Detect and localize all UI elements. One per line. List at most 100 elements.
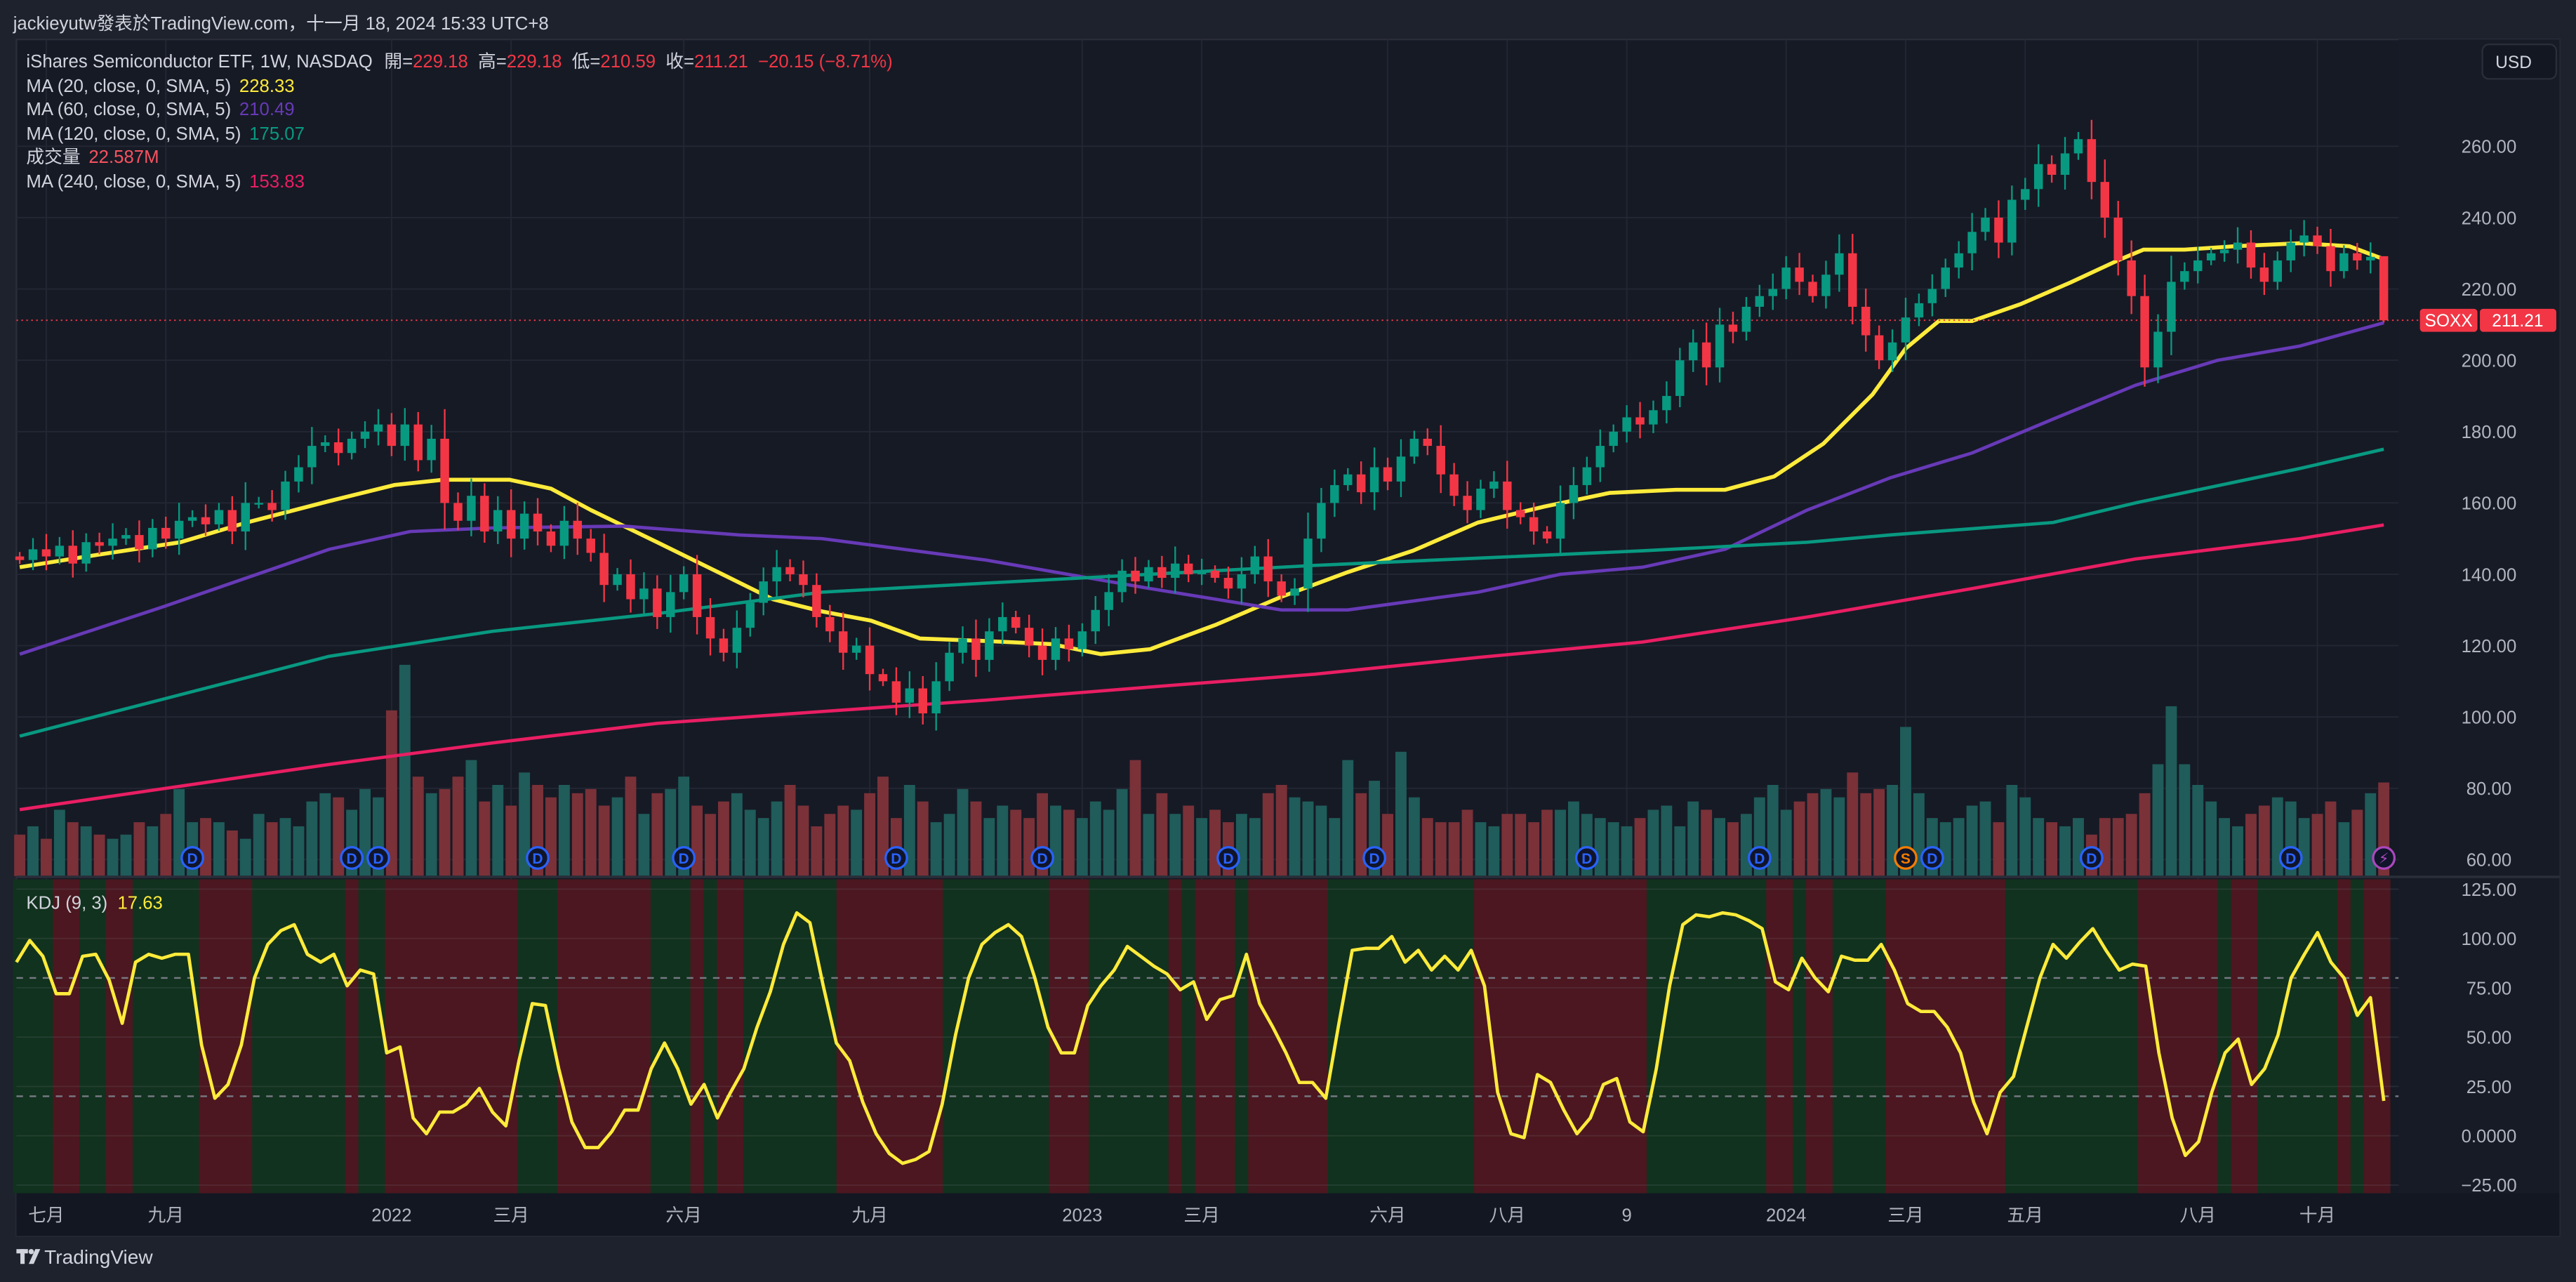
- volume-bar: [1727, 822, 1739, 876]
- candle-body: [1595, 446, 1605, 468]
- time-tick-label: 2024: [1766, 1205, 1806, 1225]
- dividend-marker-circle: [672, 846, 696, 870]
- candle-body: [1848, 253, 1857, 307]
- candle-body: [799, 574, 808, 586]
- candle-body: [121, 535, 131, 539]
- dividend-marker[interactable]: D: [2080, 846, 2104, 870]
- dividend-marker-circle: [1362, 846, 1386, 870]
- dividend-marker-label: D: [1754, 851, 1765, 867]
- candle-body: [2180, 271, 2189, 282]
- volume-bar: [293, 826, 305, 876]
- candle-body: [108, 538, 117, 546]
- volume-bar: [226, 830, 238, 876]
- candle-body: [1768, 289, 1777, 296]
- volume-bar: [1143, 814, 1155, 876]
- candle: [519, 501, 529, 550]
- candle: [785, 559, 795, 582]
- volume-bar: [2006, 784, 2018, 876]
- candle: [1795, 253, 1804, 296]
- dividend-marker[interactable]: D: [1574, 846, 1599, 870]
- candle: [878, 668, 888, 687]
- candle-body: [281, 481, 290, 510]
- candle-body: [1887, 342, 1897, 361]
- candle-body: [2021, 189, 2030, 200]
- candle-body: [1967, 232, 1977, 253]
- volume-bar: [1329, 818, 1341, 876]
- time-axis[interactable]: [16, 1193, 2560, 1236]
- volume-bar: [266, 822, 278, 876]
- indicator-value: 175.07: [249, 124, 305, 144]
- candle: [719, 628, 729, 662]
- candle: [506, 489, 516, 557]
- volume-bar: [1235, 814, 1247, 876]
- volume-bar: [2205, 801, 2217, 876]
- dividend-marker[interactable]: D: [884, 846, 908, 870]
- candle: [267, 490, 277, 522]
- dividend-marker[interactable]: D: [672, 846, 696, 870]
- dividend-marker[interactable]: D: [1920, 846, 1944, 870]
- candle-body: [1077, 631, 1087, 649]
- dividend-marker[interactable]: D: [526, 846, 550, 870]
- dividend-marker[interactable]: D: [1747, 846, 1772, 870]
- indicator-legend: MA (20, close, 0, SMA, 5) 228.33 MA (60, c…: [26, 77, 304, 192]
- price-axis[interactable]: [2398, 39, 2560, 1194]
- dividend-marker[interactable]: D: [1362, 846, 1386, 870]
- dividend-marker-circle: [1030, 846, 1054, 870]
- dividend-marker[interactable]: D: [2278, 846, 2303, 870]
- grid-lines: [16, 39, 2399, 1194]
- candle-body: [1409, 438, 1419, 457]
- price-tick-label: 140.00: [2462, 565, 2517, 585]
- candle: [1024, 614, 1034, 658]
- candle: [825, 604, 835, 642]
- candle-body: [573, 520, 583, 539]
- split-marker[interactable]: S: [1894, 846, 1918, 870]
- candle: [187, 510, 197, 527]
- volume-bar: [1634, 818, 1646, 876]
- candle-body: [1250, 556, 1260, 574]
- volume-bar: [1448, 822, 1460, 876]
- volume-bar: [797, 805, 809, 876]
- candle-body: [1503, 481, 1512, 510]
- candle-body: [931, 681, 941, 714]
- earnings-marker[interactable]: ⚡: [2372, 846, 2396, 870]
- candle-body: [1303, 538, 1313, 589]
- currency-button[interactable]: USD: [2481, 44, 2558, 80]
- volume-bar: [1939, 822, 1951, 876]
- dividend-marker[interactable]: D: [1030, 846, 1054, 870]
- candle-body: [360, 431, 370, 439]
- dividend-marker[interactable]: D: [180, 846, 204, 870]
- time-tick-label: 六月: [665, 1205, 701, 1225]
- candle: [759, 567, 768, 616]
- candle-body: [307, 446, 317, 468]
- candle: [2233, 227, 2243, 264]
- candle: [440, 409, 449, 530]
- volume-bar: [492, 784, 504, 876]
- volume-bar: [705, 814, 716, 876]
- candle-body: [347, 438, 357, 454]
- volume-bar: [1515, 814, 1527, 876]
- candle-body: [679, 574, 689, 593]
- price-tick-label: 200.00: [2462, 352, 2517, 371]
- candle-body: [1131, 570, 1140, 582]
- volume-bar: [1647, 809, 1659, 876]
- volume-bar: [1395, 751, 1407, 876]
- volume-bar: [1701, 809, 1713, 876]
- volume-bar: [133, 822, 145, 876]
- volume-bar: [2298, 818, 2310, 876]
- candle-body: [1197, 570, 1207, 574]
- dividend-marker[interactable]: D: [1216, 846, 1240, 870]
- candle-body: [666, 592, 675, 617]
- candle-body: [772, 567, 781, 582]
- candle: [2033, 144, 2043, 207]
- volume-bar: [1050, 805, 1061, 876]
- volume-bar: [1820, 788, 1832, 876]
- volume-bar: [2232, 826, 2243, 876]
- dividend-marker[interactable]: D: [340, 846, 364, 870]
- dividend-marker[interactable]: D: [366, 846, 390, 870]
- volume-bar: [1116, 788, 1128, 876]
- candle: [1263, 538, 1273, 597]
- tradingview-logo[interactable]: TradingView: [16, 1246, 153, 1268]
- candle-body: [1861, 306, 1871, 336]
- change-value: −20.15 (−8.71%): [758, 52, 893, 72]
